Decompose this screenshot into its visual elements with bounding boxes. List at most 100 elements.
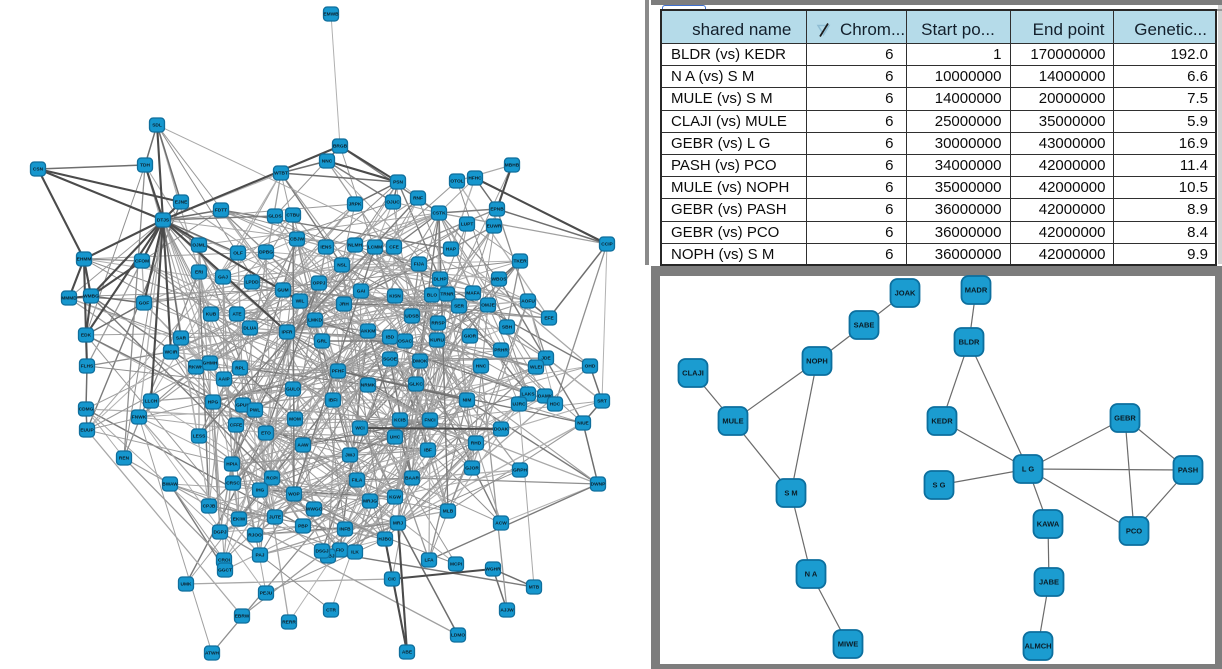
- svg-text:EHMM: EHMM: [77, 257, 92, 263]
- svg-text:WTBT: WTBT: [274, 171, 288, 177]
- svg-text:NLMH: NLMH: [348, 243, 362, 249]
- svg-text:LDMO: LDMO: [451, 633, 465, 639]
- svg-text:LCMM: LCMM: [368, 245, 382, 251]
- svg-text:FNCI: FNCI: [424, 418, 436, 424]
- svg-text:AJJW: AJJW: [500, 608, 514, 614]
- svg-text:HPIA: HPIA: [226, 462, 238, 468]
- svg-text:GIOR: GIOR: [464, 334, 477, 340]
- svg-text:FNWK: FNWK: [132, 415, 147, 421]
- svg-text:RNF: RNF: [413, 196, 423, 202]
- svg-text:SBH: SBH: [502, 325, 513, 331]
- svg-text:BWAW: BWAW: [162, 482, 178, 488]
- svg-text:EPNB: EPNB: [490, 207, 504, 213]
- svg-text:SGOE: SGOE: [383, 357, 398, 363]
- svg-text:NNC: NNC: [322, 159, 333, 165]
- svg-text:MULE: MULE: [722, 417, 743, 426]
- svg-text:NRMK: NRMK: [361, 383, 376, 389]
- svg-text:OAMK: OAMK: [538, 394, 553, 400]
- svg-text:EMWB: EMWB: [323, 12, 339, 18]
- svg-text:HAP: HAP: [446, 247, 457, 253]
- svg-text:CLAJI: CLAJI: [682, 369, 704, 378]
- svg-text:LESS: LESS: [193, 434, 206, 440]
- svg-text:INFB: INFB: [339, 527, 351, 533]
- svg-text:DLUA: DLUA: [243, 326, 257, 332]
- svg-text:PAJ: PAJ: [256, 553, 265, 559]
- svg-text:EKIW: EKIW: [233, 517, 246, 523]
- svg-text:KGW: KGW: [389, 495, 401, 501]
- svg-text:JOAK: JOAK: [895, 289, 916, 298]
- svg-text:REN: REN: [119, 456, 130, 462]
- svg-text:NIUE: NIUE: [577, 421, 589, 427]
- svg-text:FILA: FILA: [352, 478, 363, 484]
- svg-text:BRGB: BRGB: [333, 144, 348, 150]
- svg-text:TDH: TDH: [140, 163, 150, 169]
- svg-text:EDK: EDK: [81, 333, 92, 339]
- svg-text:IENS: IENS: [320, 245, 332, 251]
- svg-text:L G: L G: [1022, 465, 1035, 474]
- svg-text:RERR: RERR: [282, 620, 296, 626]
- svg-text:AAW: AAW: [297, 443, 309, 449]
- svg-text:WIL: WIL: [296, 299, 305, 305]
- svg-text:OLF: OLF: [233, 251, 243, 257]
- svg-text:GJOR: GJOR: [465, 466, 479, 472]
- svg-text:LFA: LFA: [424, 558, 434, 564]
- svg-text:EFE: EFE: [544, 316, 554, 322]
- svg-text:GUM: GUM: [277, 288, 288, 294]
- svg-text:GGCT: GGCT: [218, 568, 232, 574]
- svg-text:IBD: IBD: [386, 335, 395, 341]
- svg-text:EUUP: EUUP: [80, 428, 94, 434]
- svg-text:KCIB: KCIB: [394, 418, 406, 424]
- svg-text:RHD: RHD: [471, 441, 482, 447]
- svg-text:JWJ: JWJ: [345, 453, 355, 459]
- svg-text:MMMD: MMMD: [61, 296, 77, 302]
- svg-text:HFHC: HFHC: [468, 176, 482, 182]
- svg-text:LPDD: LPDD: [245, 280, 259, 286]
- svg-text:MRJG: MRJG: [363, 499, 377, 505]
- svg-text:WLEI: WLEI: [530, 365, 543, 371]
- svg-text:DGPJ: DGPJ: [213, 530, 226, 536]
- svg-text:MTB: MTB: [529, 585, 540, 591]
- svg-text:S M: S M: [784, 489, 797, 498]
- svg-text:EUWR: EUWR: [487, 224, 502, 230]
- svg-text:ALMCH: ALMCH: [1024, 642, 1051, 651]
- svg-text:WMBG: WMBG: [83, 294, 99, 300]
- svg-text:NIM: NIM: [463, 398, 472, 404]
- svg-text:CIC: CIC: [388, 577, 397, 583]
- svg-text:CPJB: CPJB: [203, 504, 216, 510]
- svg-text:KISN: KISN: [389, 294, 401, 300]
- svg-text:CDMG: CDMG: [79, 407, 94, 413]
- svg-text:HJBO: HJBO: [378, 537, 392, 543]
- svg-text:GOF: GOF: [139, 301, 149, 307]
- svg-text:MOM: MOM: [289, 417, 301, 423]
- svg-text:OJML: OJML: [192, 243, 205, 249]
- svg-text:RRSP: RRSP: [431, 321, 445, 327]
- svg-text:IBFI: IBFI: [328, 398, 338, 404]
- svg-text:EJNE: EJNE: [175, 200, 188, 206]
- svg-text:HPG: HPG: [208, 400, 219, 406]
- svg-text:SDL: SDL: [152, 123, 162, 129]
- svg-text:GAI: GAI: [357, 289, 366, 295]
- svg-text:ATWH: ATWH: [205, 651, 220, 657]
- svg-text:CFFE: CFFE: [230, 423, 243, 429]
- svg-text:JUTE: JUTE: [269, 515, 282, 521]
- svg-text:MBHB: MBHB: [505, 163, 520, 169]
- svg-text:N A: N A: [805, 570, 818, 579]
- svg-text:MLB: MLB: [443, 509, 454, 515]
- svg-text:EBRW: EBRW: [235, 614, 250, 620]
- svg-text:BLO: BLO: [427, 293, 437, 299]
- svg-text:GPUU: GPUU: [236, 403, 250, 409]
- svg-text:GLKC: GLKC: [409, 382, 423, 388]
- svg-text:SABE: SABE: [854, 321, 875, 330]
- svg-text:LMKD: LMKD: [308, 318, 322, 324]
- svg-text:OHD: OHD: [585, 364, 596, 370]
- svg-text:AOFU: AOFU: [521, 299, 535, 305]
- svg-text:GEBR: GEBR: [1114, 414, 1136, 423]
- svg-text:AKKM: AKKM: [361, 329, 375, 335]
- svg-text:FIO: FIO: [336, 548, 344, 554]
- svg-text:OTOL: OTOL: [450, 179, 463, 185]
- svg-text:GRPH: GRPH: [513, 468, 527, 474]
- svg-text:TKER: TKER: [513, 259, 527, 265]
- svg-text:JRH: JRH: [339, 302, 349, 308]
- svg-text:UMK: UMK: [181, 582, 192, 588]
- svg-text:IBF: IBF: [424, 448, 432, 454]
